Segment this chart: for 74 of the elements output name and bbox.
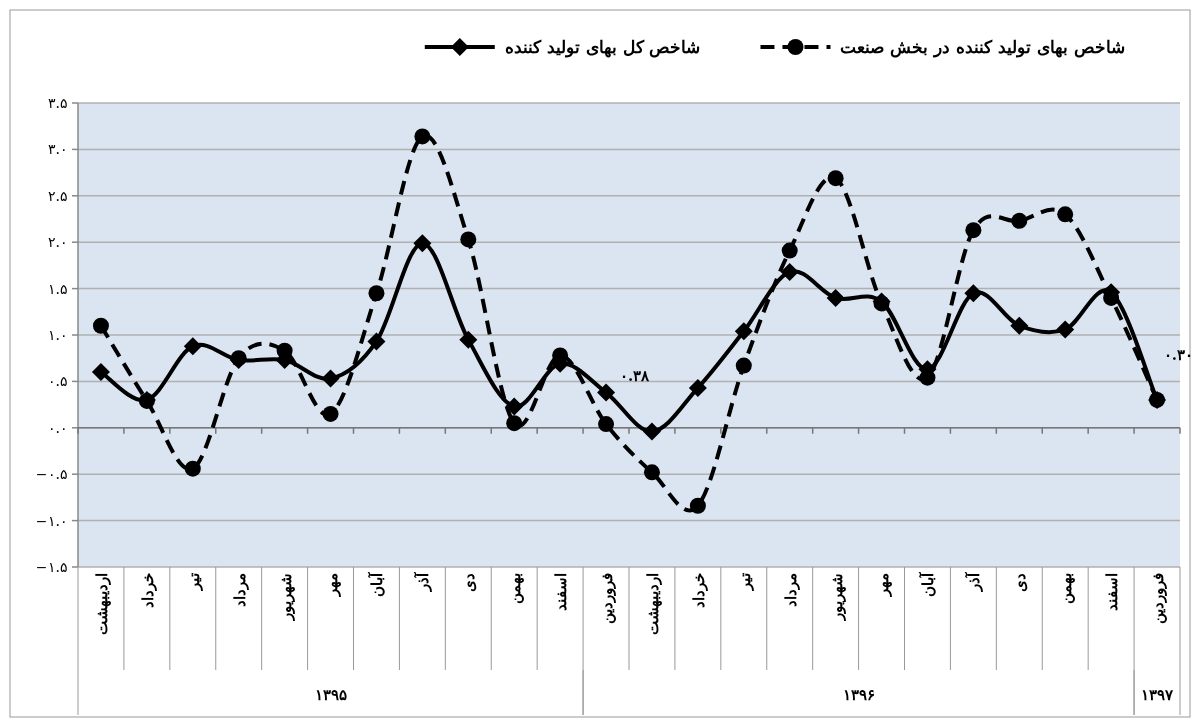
point (506, 415, 523, 432)
point (735, 357, 752, 374)
point (780, 262, 799, 281)
y-tick-label: ۱.۵ (47, 280, 68, 297)
x-tick-label: خرداد (689, 573, 708, 608)
x-tick-label: آبان (367, 571, 387, 597)
x-tick-label: آبان (918, 571, 938, 597)
x-tick-label: دی (1011, 573, 1030, 592)
x-tick-label: فروردین (1149, 573, 1168, 624)
point (964, 284, 983, 303)
point (965, 222, 982, 239)
x-tick-label: مهر (873, 573, 892, 597)
x-tick-label: بهمن (506, 573, 525, 604)
point (413, 234, 432, 253)
x-tick-label: تیر (735, 573, 754, 591)
data-label: ۰.۳۰ (1163, 345, 1194, 364)
y-tick-label: −۰.۵ (35, 466, 68, 483)
point (688, 378, 707, 397)
x-tick-label: اسفند (1103, 573, 1122, 611)
point (598, 416, 615, 433)
x-tick-label: مهر (322, 573, 341, 597)
y-tick-label: ۳.۵ (47, 95, 68, 111)
x-tick-label: مرداد (230, 573, 249, 607)
y-tick-label: ۰.۵ (47, 373, 68, 390)
point (460, 231, 477, 248)
point (1057, 206, 1074, 223)
data-label: ۰.۳۸ (620, 366, 651, 385)
point (414, 128, 431, 145)
x-tick-label: بهمن (1057, 573, 1076, 604)
legend-label: شاخص بهای تولید کننده در بخش صنعت (840, 37, 1125, 58)
point (689, 497, 706, 514)
point (505, 397, 524, 416)
x-tick-label: اسفند (552, 573, 571, 611)
x-tick-label: شهریور (276, 573, 295, 621)
point (827, 170, 844, 187)
point (322, 405, 339, 422)
point (367, 332, 386, 351)
point (1056, 320, 1075, 339)
point (91, 363, 110, 382)
point (597, 383, 616, 402)
point (826, 288, 845, 307)
point (643, 464, 660, 481)
point (183, 337, 202, 356)
y-tick-label: ۱.۰ (47, 327, 68, 343)
point (1010, 316, 1029, 335)
y-tick-label: −۱.۰ (35, 512, 68, 529)
point (734, 322, 753, 341)
text: ۱۳۹۶ (842, 686, 875, 704)
y-tick-label: −۱.۵ (35, 559, 68, 575)
point (368, 285, 385, 302)
x-tick-label: آذر (413, 571, 433, 592)
text: ۱۳۹۷ (1141, 686, 1175, 704)
y-tick-label: ۲.۰ (47, 234, 68, 251)
legend-label: شاخص کل بهای تولید کننده (504, 37, 701, 58)
x-tick-label: شهریور (827, 573, 846, 621)
point (642, 422, 661, 441)
x-tick-label: اردیبهشت (92, 573, 111, 635)
point (321, 369, 340, 388)
x-tick-label: دی (460, 573, 479, 592)
point (184, 460, 201, 477)
text: ۱۳۹۵ (314, 686, 347, 704)
x-tick-label: مرداد (781, 573, 800, 607)
y-tick-label: ۳.۰ (47, 141, 68, 158)
point (92, 317, 109, 334)
x-tick-label: فروردین (598, 573, 617, 624)
y-tick-label: ۲.۵ (47, 187, 68, 204)
point (781, 242, 798, 259)
x-tick-label: خرداد (138, 573, 157, 608)
point (1011, 212, 1028, 229)
x-tick-label: تیر (184, 573, 203, 591)
y-tick-label: ۰.۰ (47, 419, 68, 436)
point (459, 330, 478, 349)
x-tick-label: اردیبهشت (643, 573, 662, 635)
x-tick-label: آذر (964, 571, 984, 592)
